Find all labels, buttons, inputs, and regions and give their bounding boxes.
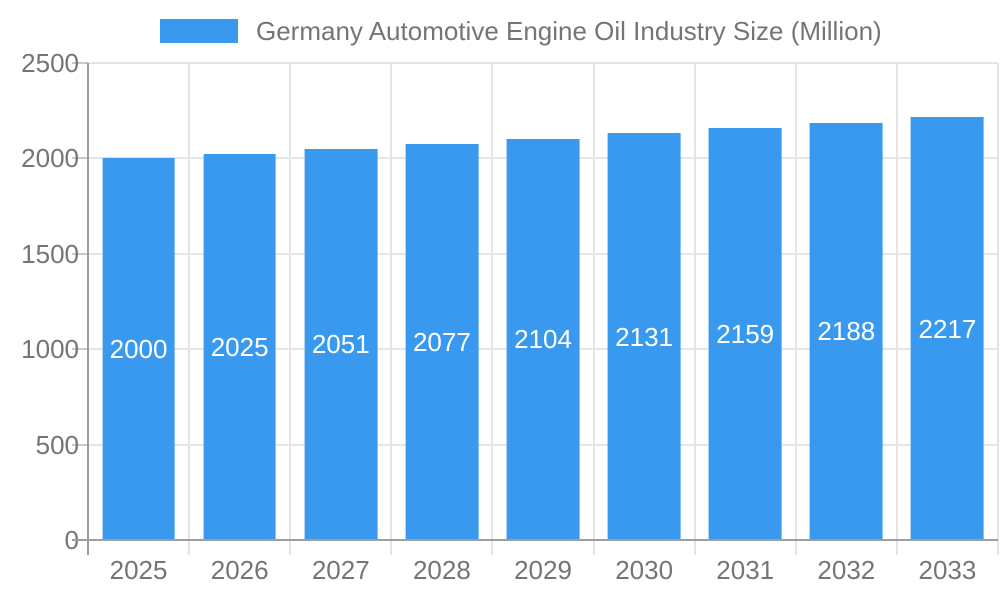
- y-axis-label: 1000: [21, 334, 79, 365]
- bar-value-label: 2025: [210, 331, 269, 362]
- legend: Germany Automotive Engine Oil Industry S…: [160, 18, 882, 44]
- x-axis-label: 2028: [412, 555, 471, 585]
- gridline-vertical: [592, 63, 595, 555]
- y-axis-tick: [72, 252, 88, 255]
- x-axis-label: 2027: [311, 555, 370, 585]
- y-axis-tick: [72, 157, 88, 160]
- x-axis-label: 2030: [615, 555, 674, 585]
- legend-label: Germany Automotive Engine Oil Industry S…: [256, 16, 882, 46]
- gridline-vertical: [997, 63, 999, 555]
- bar: 2000: [102, 158, 175, 540]
- bar: 2025: [203, 153, 277, 540]
- x-axis-label: 2025: [109, 555, 168, 585]
- y-axis-tick: [72, 62, 88, 64]
- bar: 2077: [405, 143, 479, 540]
- bar: 2051: [304, 148, 378, 540]
- x-axis-label: 2029: [514, 555, 572, 585]
- bar-value-label: 2188: [817, 316, 876, 347]
- bar-value-label: 2217: [918, 313, 977, 344]
- bar: 2217: [911, 117, 984, 540]
- y-axis-label: 0: [65, 527, 79, 553]
- y-axis-tick: [72, 348, 88, 351]
- y-axis-label: 1500: [21, 238, 79, 269]
- x-axis-line: [72, 539, 998, 541]
- bar-value-label: 2104: [514, 324, 572, 355]
- gridline-vertical: [390, 63, 393, 555]
- bar-value-label: 2000: [109, 334, 168, 365]
- x-axis-label: 2026: [210, 555, 269, 585]
- gridline-vertical: [794, 63, 797, 555]
- y-axis-label: 2500: [21, 48, 79, 78]
- gridline-vertical: [693, 63, 696, 555]
- y-axis-tick: [72, 443, 88, 446]
- bar-value-label: 2131: [615, 321, 674, 352]
- bar-value-label: 2077: [412, 326, 471, 357]
- gridline-vertical: [188, 63, 191, 555]
- gridline-vertical: [289, 63, 292, 555]
- x-axis-label: 2032: [817, 555, 876, 585]
- gridline-horizontal: [88, 62, 998, 64]
- x-axis-label: 2031: [716, 555, 775, 585]
- bar: 2159: [708, 128, 782, 540]
- bar-value-label: 2051: [311, 329, 370, 360]
- legend-swatch: [160, 19, 238, 43]
- y-axis-label: 2000: [21, 143, 79, 174]
- bar: 2104: [506, 138, 580, 540]
- gridline-vertical: [491, 63, 494, 555]
- bar-value-label: 2159: [716, 319, 775, 350]
- plot-area: 0 500 1000 1500 2000 2500 2000 2025 2025 2026 2051…: [21, 50, 999, 583]
- x-axis-label: 2033: [918, 555, 977, 585]
- y-axis-line: [87, 63, 89, 555]
- bar: 2188: [809, 122, 883, 540]
- bar: 2131: [607, 133, 681, 540]
- y-axis-label: 500: [35, 429, 79, 460]
- gridline-vertical: [895, 63, 898, 555]
